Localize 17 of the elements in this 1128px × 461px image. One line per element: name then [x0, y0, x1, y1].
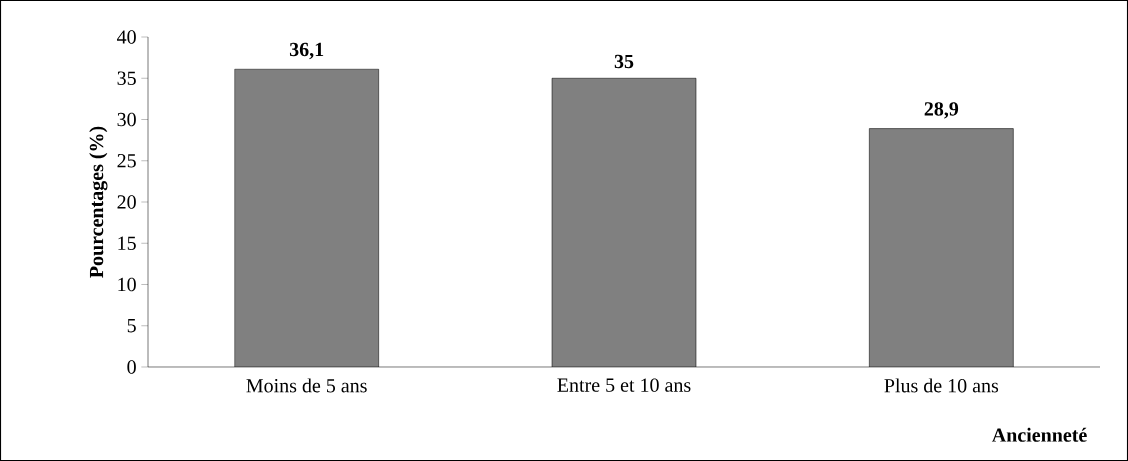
data-label: 28,9 — [924, 102, 959, 119]
y-tick-label: 15 — [118, 236, 136, 250]
y-tick-label: 0 — [127, 360, 136, 374]
x-tick-label: Plus de 10 ans — [884, 378, 999, 393]
y-tick-label: 10 — [118, 277, 136, 292]
y-tick-label: 30 — [117, 112, 136, 127]
x-tick-label: Entre 5 et 10 ans — [557, 378, 691, 392]
y-axis-title: Pourcentages (%) — [89, 126, 108, 278]
data-label: 36,1 — [289, 42, 324, 60]
x-tick-label: Moins de 5 ans — [246, 378, 367, 393]
x-axis-title: Ancienneté — [991, 427, 1087, 442]
y-tick-label: 20 — [117, 195, 136, 209]
data-label: 35 — [614, 54, 634, 69]
y-tick-label: 35 — [117, 71, 136, 85]
y-tick-label: 25 — [117, 154, 136, 168]
y-tick-label: 5 — [127, 319, 136, 333]
y-tick-label: 40 — [117, 30, 136, 44]
